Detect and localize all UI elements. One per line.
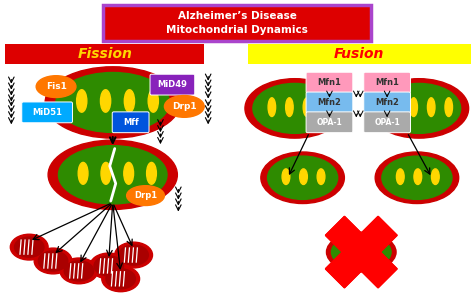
Polygon shape — [326, 216, 397, 288]
Ellipse shape — [10, 234, 48, 260]
Ellipse shape — [445, 98, 453, 117]
Ellipse shape — [124, 162, 134, 184]
Text: MiD49: MiD49 — [157, 80, 187, 89]
Ellipse shape — [410, 98, 418, 117]
Ellipse shape — [414, 169, 422, 185]
Ellipse shape — [77, 90, 87, 112]
Ellipse shape — [331, 235, 391, 269]
Ellipse shape — [317, 169, 325, 185]
Text: OPA-1: OPA-1 — [374, 118, 400, 127]
Ellipse shape — [102, 266, 139, 292]
Text: Mfn2: Mfn2 — [318, 98, 341, 107]
Text: Mfn2: Mfn2 — [375, 98, 399, 107]
FancyBboxPatch shape — [364, 72, 410, 93]
Ellipse shape — [124, 90, 135, 112]
FancyBboxPatch shape — [306, 112, 353, 133]
Text: Fission: Fission — [77, 47, 132, 61]
Ellipse shape — [428, 98, 435, 117]
Text: Alzheimer’s Disease
Mitochondrial Dynamics: Alzheimer’s Disease Mitochondrial Dynami… — [166, 11, 308, 35]
Ellipse shape — [164, 95, 204, 117]
Ellipse shape — [90, 253, 128, 279]
FancyBboxPatch shape — [306, 92, 353, 113]
Ellipse shape — [148, 90, 158, 112]
Ellipse shape — [245, 79, 345, 138]
Ellipse shape — [377, 83, 461, 133]
Ellipse shape — [300, 169, 307, 185]
Ellipse shape — [286, 98, 293, 117]
Ellipse shape — [94, 256, 124, 276]
Ellipse shape — [34, 248, 72, 274]
Ellipse shape — [342, 240, 352, 260]
Ellipse shape — [45, 67, 180, 138]
Ellipse shape — [115, 242, 153, 268]
Ellipse shape — [56, 72, 170, 132]
Polygon shape — [326, 216, 397, 288]
Ellipse shape — [267, 156, 337, 199]
Ellipse shape — [268, 98, 275, 117]
Ellipse shape — [127, 186, 164, 205]
Ellipse shape — [369, 79, 469, 138]
Ellipse shape — [60, 258, 98, 284]
Ellipse shape — [101, 162, 111, 184]
Text: Drp1: Drp1 — [134, 191, 157, 200]
Ellipse shape — [370, 240, 380, 260]
Ellipse shape — [431, 169, 439, 185]
FancyBboxPatch shape — [150, 74, 195, 95]
Ellipse shape — [146, 162, 156, 184]
Ellipse shape — [64, 261, 94, 281]
Ellipse shape — [78, 162, 88, 184]
FancyBboxPatch shape — [22, 102, 73, 123]
Ellipse shape — [100, 90, 111, 112]
FancyBboxPatch shape — [103, 5, 371, 41]
FancyBboxPatch shape — [364, 112, 410, 133]
Ellipse shape — [392, 98, 400, 117]
Text: MiD51: MiD51 — [32, 108, 62, 117]
Polygon shape — [326, 216, 397, 288]
FancyBboxPatch shape — [112, 112, 149, 133]
Ellipse shape — [396, 169, 404, 185]
Ellipse shape — [375, 152, 459, 204]
Polygon shape — [326, 216, 397, 288]
FancyBboxPatch shape — [364, 92, 410, 113]
Text: Mff: Mff — [123, 118, 138, 127]
Text: Mfn1: Mfn1 — [318, 78, 341, 87]
Text: OPA-1: OPA-1 — [317, 118, 342, 127]
Text: Fis1: Fis1 — [46, 82, 66, 91]
Ellipse shape — [303, 98, 310, 117]
Text: Mfn1: Mfn1 — [375, 78, 399, 87]
Ellipse shape — [119, 245, 148, 265]
Ellipse shape — [48, 140, 177, 209]
Ellipse shape — [356, 240, 366, 260]
Text: Drp1: Drp1 — [172, 102, 197, 111]
Text: Fusion: Fusion — [334, 47, 384, 61]
FancyBboxPatch shape — [306, 72, 353, 93]
FancyBboxPatch shape — [248, 44, 471, 64]
Ellipse shape — [38, 251, 68, 271]
Ellipse shape — [321, 98, 328, 117]
Ellipse shape — [253, 83, 337, 133]
FancyBboxPatch shape — [5, 44, 204, 64]
Ellipse shape — [282, 169, 290, 185]
Ellipse shape — [58, 146, 167, 204]
Ellipse shape — [36, 76, 76, 98]
Ellipse shape — [261, 152, 345, 204]
Ellipse shape — [15, 237, 44, 257]
Ellipse shape — [327, 232, 396, 272]
Ellipse shape — [382, 156, 452, 199]
Ellipse shape — [106, 269, 136, 289]
